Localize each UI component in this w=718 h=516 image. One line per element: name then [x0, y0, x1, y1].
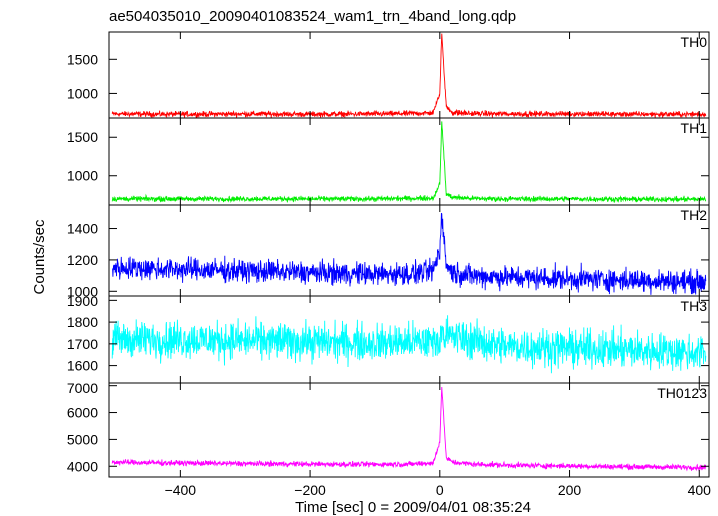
x-tick-label: −200 — [294, 482, 326, 498]
x-tick-label: 400 — [688, 482, 712, 498]
panel-th1: 1000 1500 TH1 — [67, 117, 710, 206]
panel-label: TH2 — [681, 207, 708, 223]
y-tick-label: 7000 — [67, 380, 98, 396]
x-tick-label: 0 — [436, 482, 444, 498]
panel-frame — [108, 117, 710, 206]
panel-label: TH3 — [681, 298, 708, 314]
chart-title: ae504035010_20090401083524_wam1_trn_4ban… — [109, 8, 516, 25]
y-tick-label: 1600 — [67, 358, 98, 374]
y-tick-label: 1000 — [67, 283, 98, 299]
y-tick-label: 1500 — [67, 51, 98, 67]
x-tick-label: −400 — [165, 482, 197, 498]
y-tick-label: 1000 — [67, 168, 98, 184]
panels: 1000 1500 TH0 1000 1500 TH1 1000 1200 1400 TH2 160… — [67, 31, 710, 478]
x-tick-labels: −400 −200 0 200 400 — [165, 482, 712, 498]
y-tick-label: 1200 — [67, 252, 98, 268]
y-tick-label: 1000 — [67, 85, 98, 101]
y-tick-label: 1400 — [67, 221, 98, 237]
panel-th0123: 4000 5000 6000 7000 TH0123 — [67, 380, 710, 478]
series-line-th3 — [111, 315, 707, 374]
series-line-th2 — [112, 212, 707, 295]
series-line-th1 — [111, 121, 707, 204]
y-tick-label: 5000 — [67, 431, 98, 447]
panel-frame — [108, 204, 710, 297]
y-axis-label: Counts/sec — [31, 219, 48, 295]
panel-th3: 1600 1700 1800 1900 TH3 — [67, 293, 710, 384]
y-tick-label: 1900 — [67, 293, 98, 309]
panel-label: TH0 — [681, 34, 708, 50]
panel-frame — [108, 31, 710, 119]
series-line-th0 — [111, 33, 707, 118]
y-tick-label: 1800 — [67, 314, 98, 330]
panel-frame — [108, 382, 710, 478]
y-tick-label: 1700 — [67, 336, 98, 352]
y-tick-label: 6000 — [67, 405, 98, 421]
panel-label: TH0123 — [657, 385, 707, 401]
y-tick-label: 4000 — [67, 458, 98, 474]
series-line-th0123 — [111, 386, 707, 472]
y-tick-label: 1500 — [67, 129, 98, 145]
panel-label: TH1 — [681, 120, 708, 136]
x-axis-label: Time [sec] 0 = 2009/04/01 08:35:24 — [295, 499, 531, 516]
panel-th2: 1000 1200 1400 TH2 — [67, 204, 710, 299]
panel-th0: 1000 1500 TH0 — [67, 31, 710, 119]
x-tick-label: 200 — [558, 482, 582, 498]
